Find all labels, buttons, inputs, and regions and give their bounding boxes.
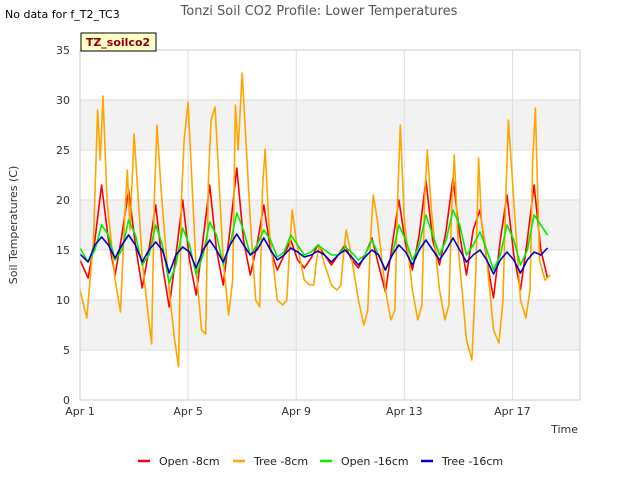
plot-band [80, 250, 580, 300]
x-tick-label: Apr 1 [65, 405, 95, 418]
y-tick-label: 35 [56, 44, 70, 57]
y-tick-label: 15 [56, 244, 70, 257]
legend-item: Tree -16cm [421, 455, 503, 468]
plot-frame [79, 49, 581, 401]
x-tick-label: Apr 17 [494, 405, 531, 418]
y-axis-label: Soil Temperatures (C) [7, 166, 20, 285]
plot-band [80, 150, 580, 200]
plot-background [80, 50, 580, 400]
series-line-open-16cm [79, 209, 549, 284]
y-tick-label: 10 [56, 294, 70, 307]
x-tick-label: Apr 13 [386, 405, 423, 418]
legend-item: Open -16cm [320, 455, 409, 468]
y-tick-label: 5 [63, 344, 70, 357]
x-axis-label: Time [550, 423, 578, 436]
plot-band [80, 50, 580, 100]
legend-label: Tree -16cm [441, 455, 503, 468]
legend: Open -8cm Tree -8cm Open -16cm Tree -16cm [138, 455, 503, 468]
series-lines [79, 72, 551, 368]
y-tick-label: 25 [56, 144, 70, 157]
no-data-note: No data for f_T2_TC3 [5, 8, 120, 21]
x-tick-label: Apr 9 [281, 405, 311, 418]
series-line-tree-16cm [79, 233, 549, 275]
legend-label: Tree -8cm [253, 455, 308, 468]
legend-item: Open -8cm [138, 455, 220, 468]
x-axis-ticks: Apr 1 Apr 5 Apr 9 Apr 13 Apr 17 [65, 405, 530, 418]
plot-band [80, 350, 580, 400]
tag-box: TZ_soilco2 [80, 32, 157, 52]
plot-band [80, 300, 580, 350]
y-tick-label: 30 [56, 94, 70, 107]
tag-box-frame [80, 32, 157, 52]
plot-band [80, 100, 580, 150]
series-line-tree-8cm [79, 72, 551, 368]
y-tick-label: 20 [56, 194, 70, 207]
y-tick-label: 0 [63, 394, 70, 407]
x-tick-label: Apr 5 [173, 405, 203, 418]
chart-title: Tonzi Soil CO2 Profile: Lower Temperatur… [180, 4, 458, 19]
tag-label: TZ_soilco2 [86, 36, 150, 49]
legend-label: Open -8cm [159, 455, 220, 468]
legend-item: Tree -8cm [233, 455, 308, 468]
y-axis-ticks: 0 5 10 15 20 25 30 35 [56, 44, 70, 407]
legend-label: Open -16cm [341, 455, 409, 468]
